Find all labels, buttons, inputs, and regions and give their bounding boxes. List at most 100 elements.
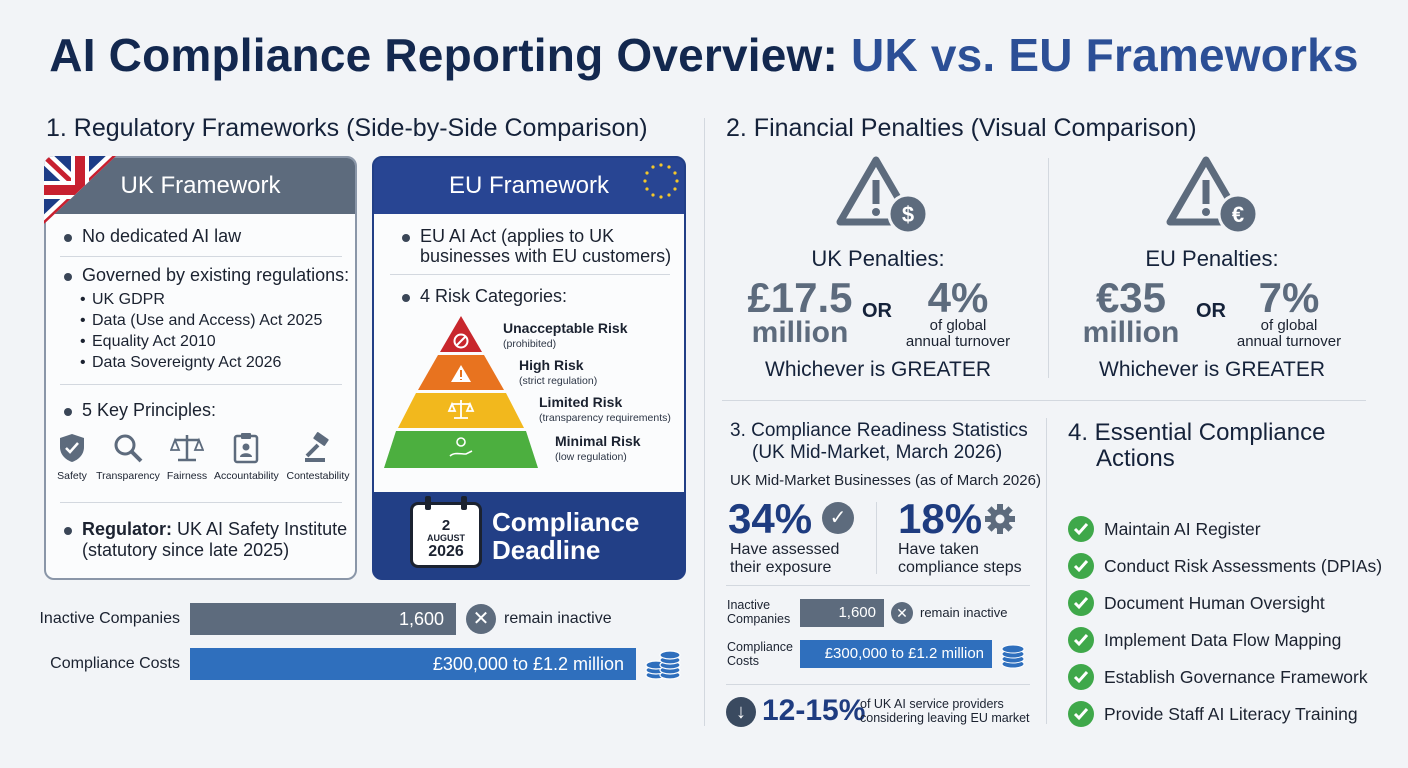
check-icon (1068, 627, 1094, 653)
mini-bar-suffix-inactive: remain inactive (920, 605, 1008, 620)
section3-heading-2: (UK Mid-Market, March 2026) (752, 442, 1003, 463)
risk-high: High Risk (strict regulation) (519, 358, 597, 388)
close-circle-icon: ✕ (466, 604, 496, 634)
eu-act-label: EU AI Act (420, 226, 497, 246)
section2-bottom-divider (722, 400, 1366, 401)
risk-minimal: Minimal Risk (low regulation) (555, 434, 641, 464)
uk-regulator: Regulator: UK AI Safety Institute (63, 519, 347, 540)
risk-pyramid (384, 316, 538, 468)
section4-heading-2: Actions (1096, 445, 1175, 472)
coins-icon (1001, 644, 1025, 669)
risk-name: Unacceptable Risk (503, 320, 628, 336)
uk-divider-2 (60, 384, 342, 385)
pyramid-minimal (384, 431, 538, 468)
eu-greater: Whichever is GREATER (1099, 358, 1325, 381)
section2-heading: 2. Financial Penalties (Visual Compariso… (726, 114, 1197, 142)
eu-or: OR (1196, 300, 1226, 322)
deadline-label-1: Compliance (492, 507, 640, 537)
clipboard-icon (233, 433, 259, 464)
eu-amount: €35 (1095, 274, 1167, 321)
risk-name: High Risk (519, 357, 584, 373)
center-divider (704, 118, 705, 726)
close-circle-icon: ✕ (891, 602, 913, 624)
action-item: Maintain AI Register (1068, 515, 1261, 543)
scales-icon (170, 435, 204, 462)
principle-label: Transparency (96, 470, 160, 482)
arrow-down-circle-icon: ↓ (726, 697, 756, 727)
risk-unacceptable: Unacceptable Risk (prohibited) (503, 321, 628, 351)
action-item: Document Human Oversight (1068, 589, 1325, 617)
section3-subheading: UK Mid-Market Businesses (as of March 20… (730, 472, 1041, 489)
stat2-desc: Have taken compliance steps (898, 541, 1022, 577)
uk-penalties-title: UK Penalties: (811, 246, 945, 271)
eu-penalty-amount: €35 million (1072, 274, 1190, 349)
check-icon (1068, 701, 1094, 727)
regulator-label: Regulator: (82, 519, 172, 539)
leaving-desc-2: considering leaving EU market (860, 711, 1030, 725)
deadline-label: Compliance Deadline (492, 508, 639, 564)
coins-icon (645, 650, 681, 680)
eu-amount-unit: million (1082, 316, 1180, 349)
mini-label-line-1: Inactive (727, 598, 771, 612)
eu-pct: 7% (1258, 274, 1320, 321)
principle-safety: Safety (40, 432, 104, 482)
eu-bullet-act: EU AI Act (applies to UK (401, 226, 614, 247)
uk-penalty-amount: £17.5 million (740, 274, 860, 349)
stat-divider (876, 502, 877, 574)
stat2-desc-1: Have taken (898, 541, 979, 558)
action-text: Maintain AI Register (1104, 518, 1261, 539)
deadline-month: AUGUST (427, 533, 465, 543)
eu-pct-note-2: annual turnover (1236, 333, 1342, 350)
action-item: Establish Governance Framework (1068, 663, 1368, 691)
section4-heading: 4. Essential Compliance Actions (1068, 420, 1325, 472)
uk-bullet-no-law: No dedicated AI law (63, 226, 242, 246)
uk-amount: £17.5 (747, 274, 853, 321)
principle-label: Safety (57, 470, 87, 482)
mini-label-line-2: Costs (727, 654, 759, 668)
page-title: AI Compliance Reporting Overview: UK vs.… (0, 28, 1408, 82)
eu-risk-heading: 4 Risk Categories: (401, 286, 568, 306)
section3-divider-2 (726, 684, 1030, 685)
uk-principles-heading: 5 Key Principles: (63, 400, 217, 420)
scales-icon (447, 400, 475, 419)
action-text: Document Human Oversight (1104, 592, 1325, 613)
risk-note: (low regulation) (555, 451, 627, 463)
check-icon (1068, 590, 1094, 616)
action-item: Conduct Risk Assessments (DPIAs) (1068, 552, 1382, 580)
mini-label-costs: Compliance Costs (727, 640, 793, 668)
stat1-desc-2: their exposure (730, 559, 832, 576)
mini-label-inactive: Inactive Companies (727, 598, 790, 626)
leaving-desc: of UK AI service providers considering le… (860, 697, 1030, 725)
mini-bar-costs: £300,000 to £1.2 million (800, 640, 992, 668)
risk-note: (transparency requirements) (539, 412, 671, 424)
check-icon (1068, 553, 1094, 579)
uk-pct-note-2: annual turnover (905, 333, 1011, 350)
stat2-value: 18% (898, 495, 983, 542)
uk-reg-item: UK GDPR (80, 291, 165, 309)
deadline-year: 2026 (428, 543, 464, 560)
uk-reg-item: Equality Act 2010 (80, 333, 216, 351)
uk-regulator-note: (statutory since late 2025) (82, 540, 290, 560)
mini-label-line-1: Compliance (727, 640, 794, 654)
calendar-icon: 2 AUGUST 2026 (410, 496, 482, 568)
risk-limited: Limited Risk (transparency requirements) (539, 395, 671, 425)
risk-name: Minimal Risk (555, 433, 641, 449)
uk-amount-unit: million (751, 316, 849, 349)
svg-text:$: $ (902, 202, 914, 227)
uk-divider-3 (60, 502, 342, 503)
title-main: AI Compliance Reporting Overview: (49, 29, 852, 81)
eu-act-text-2: businesses with EU customers) (420, 246, 672, 266)
section3-heading: 3. Compliance Readiness Statistics (UK M… (730, 420, 1028, 464)
warning-pound-icon: $ (836, 156, 929, 235)
check-circle-icon: ✓ (822, 502, 854, 534)
uk-greater: Whichever is GREATER (765, 358, 991, 381)
section4-heading-1: 4. Essential Compliance (1068, 419, 1326, 446)
eu-flag-stars-icon (643, 163, 679, 199)
bar-inactive: 1,600 (190, 603, 456, 635)
magnifier-icon (114, 434, 143, 463)
bar-costs: £300,000 to £1.2 million (190, 648, 636, 680)
principle-label: Fairness (166, 470, 208, 482)
uk-or: OR (862, 300, 892, 322)
action-text: Implement Data Flow Mapping (1104, 629, 1342, 650)
section1-heading: 1. Regulatory Frameworks (Side-by-Side C… (46, 114, 648, 142)
